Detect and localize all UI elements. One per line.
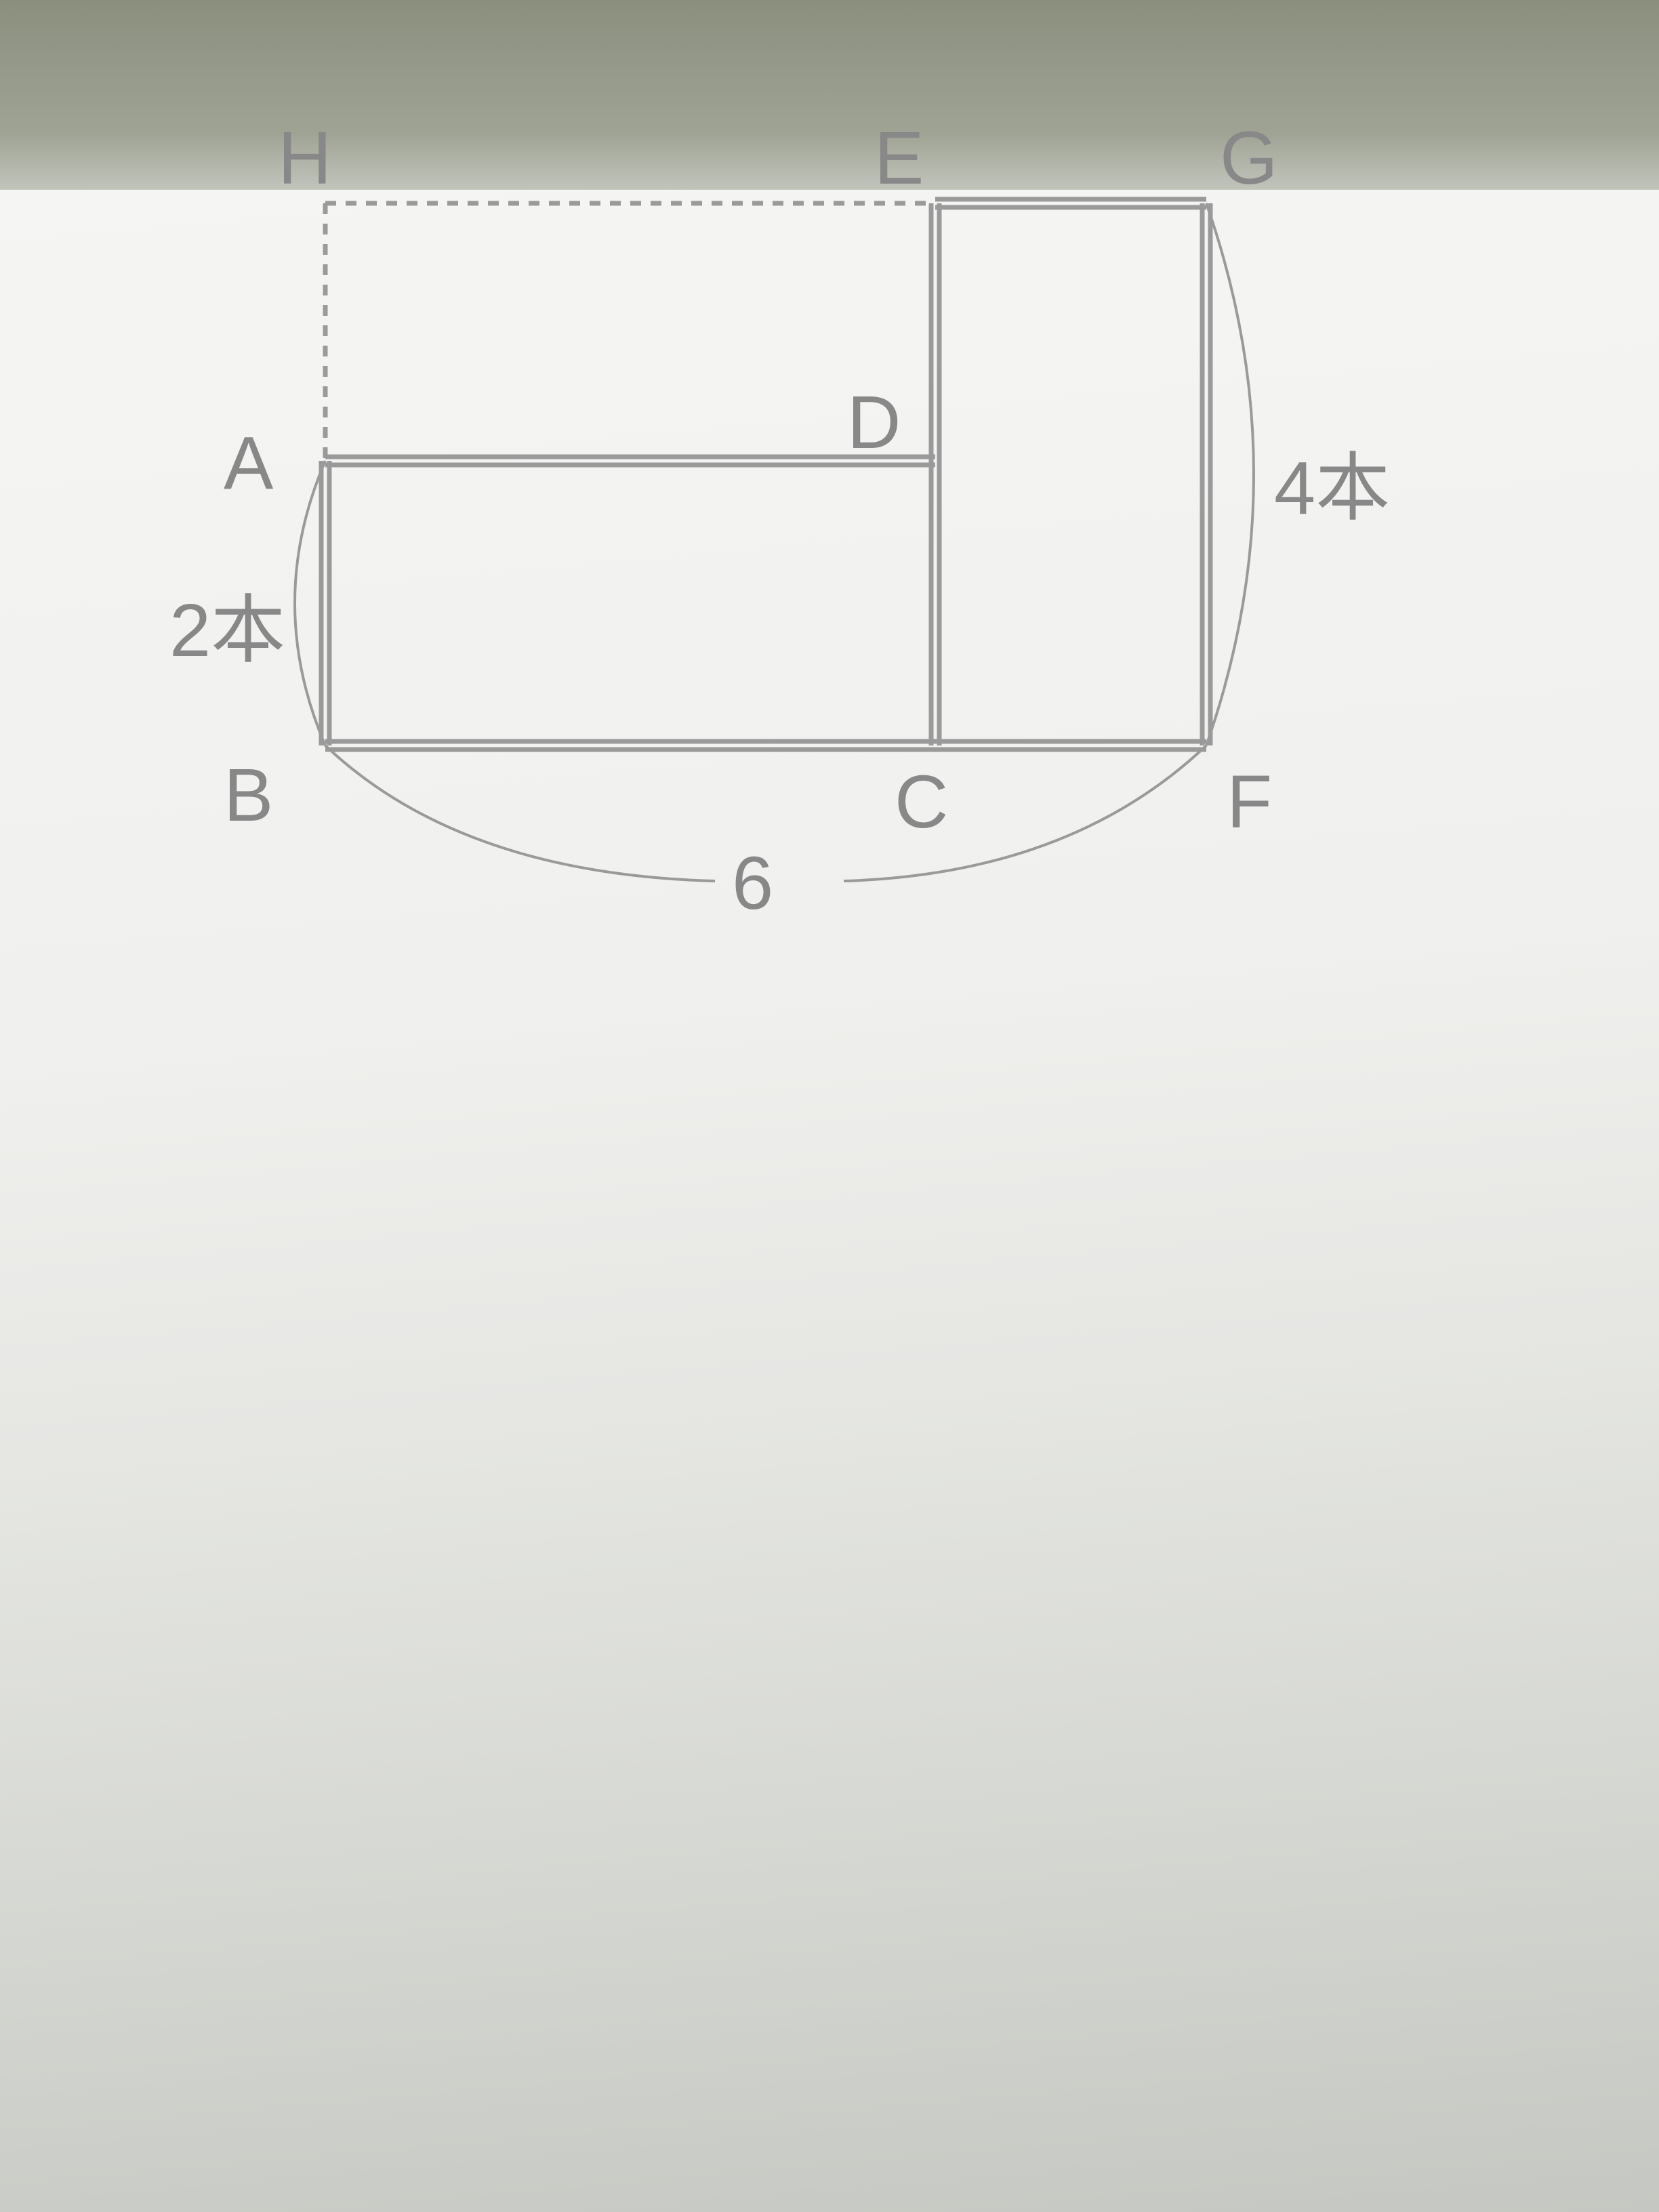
dimension-label-right: 4本 — [1274, 427, 1390, 535]
vertex-label-c: C — [895, 759, 948, 845]
vertex-label-d: D — [847, 380, 901, 466]
diagram-svg — [190, 136, 1464, 1084]
vertex-label-a: A — [224, 420, 273, 506]
vertex-label-g: G — [1220, 115, 1278, 201]
geometry-diagram: HEGADBCF2本4本6 — [190, 136, 1464, 1084]
vertex-label-f: F — [1227, 759, 1272, 845]
vertex-label-e: E — [874, 115, 924, 201]
vertex-label-h: H — [278, 115, 331, 201]
vertex-label-b: B — [224, 752, 273, 838]
dimension-label-left: 2本 — [169, 569, 285, 678]
dimension-label-bottom: 6 — [732, 840, 773, 926]
